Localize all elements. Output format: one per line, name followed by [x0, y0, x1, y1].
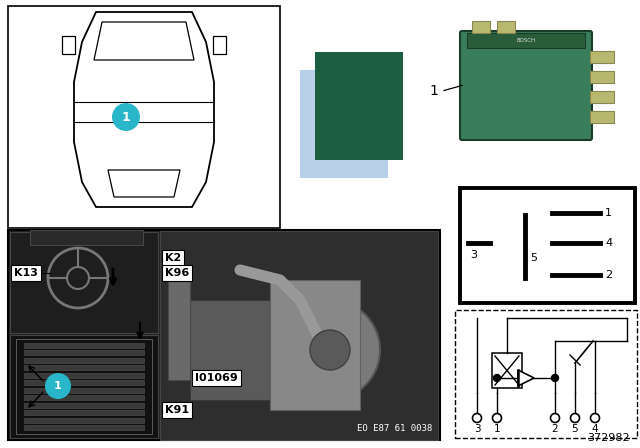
Bar [24, 425, 144, 430]
Bar [590, 51, 614, 63]
Bar [460, 188, 635, 303]
Text: 1: 1 [605, 208, 612, 218]
Text: K91: K91 [165, 405, 189, 415]
Circle shape [552, 375, 559, 382]
Bar [8, 230, 440, 440]
Text: 4: 4 [605, 238, 612, 248]
Polygon shape [108, 170, 180, 197]
Bar [24, 358, 144, 362]
Text: K13: K13 [14, 268, 38, 278]
Bar [213, 36, 226, 54]
Polygon shape [94, 22, 194, 60]
Polygon shape [518, 370, 534, 386]
Text: 4: 4 [592, 424, 598, 434]
Bar [24, 395, 144, 400]
Bar [492, 353, 522, 388]
Bar [24, 372, 144, 378]
Circle shape [45, 373, 71, 399]
FancyBboxPatch shape [460, 31, 592, 140]
Bar [24, 365, 144, 370]
Circle shape [591, 414, 600, 422]
Bar [590, 71, 614, 83]
Bar [24, 350, 144, 355]
Bar [497, 21, 515, 33]
Bar [24, 402, 144, 408]
Text: BOSCH: BOSCH [516, 38, 536, 43]
Bar [315, 52, 403, 160]
Circle shape [112, 103, 140, 131]
Text: K96: K96 [165, 268, 189, 278]
Bar [62, 36, 75, 54]
Bar [10, 232, 158, 333]
Bar [590, 111, 614, 123]
Bar [270, 280, 360, 410]
Text: 3: 3 [470, 250, 477, 260]
Bar [24, 418, 144, 422]
Bar [16, 339, 152, 434]
Circle shape [550, 414, 559, 422]
Bar [10, 335, 158, 438]
Bar [467, 33, 585, 48]
Bar [455, 310, 637, 438]
Bar [24, 343, 144, 348]
Text: I01069: I01069 [195, 373, 237, 383]
Circle shape [493, 375, 500, 382]
Polygon shape [74, 12, 214, 207]
Text: K2: K2 [165, 253, 181, 263]
Text: 1: 1 [429, 83, 438, 98]
Circle shape [310, 330, 350, 370]
Text: 1: 1 [493, 424, 500, 434]
Bar [8, 6, 280, 228]
Bar [30, 230, 143, 245]
Bar [590, 91, 614, 103]
Circle shape [493, 414, 502, 422]
Bar [300, 70, 388, 178]
Bar [168, 270, 190, 380]
Circle shape [472, 414, 481, 422]
Text: 5: 5 [572, 424, 579, 434]
Bar [190, 300, 270, 400]
Bar [24, 388, 144, 392]
Text: 1: 1 [122, 111, 131, 124]
Circle shape [280, 300, 380, 400]
Bar [24, 380, 144, 385]
Bar [160, 231, 438, 440]
Bar [472, 21, 490, 33]
Text: 2: 2 [605, 270, 612, 280]
Text: 5: 5 [530, 253, 537, 263]
Text: 2: 2 [552, 424, 558, 434]
Text: 3: 3 [474, 424, 480, 434]
Circle shape [570, 414, 579, 422]
Bar [24, 410, 144, 415]
Text: EO E87 61 0038: EO E87 61 0038 [356, 423, 432, 432]
Text: 1: 1 [54, 381, 62, 391]
Text: 372982: 372982 [588, 433, 630, 443]
